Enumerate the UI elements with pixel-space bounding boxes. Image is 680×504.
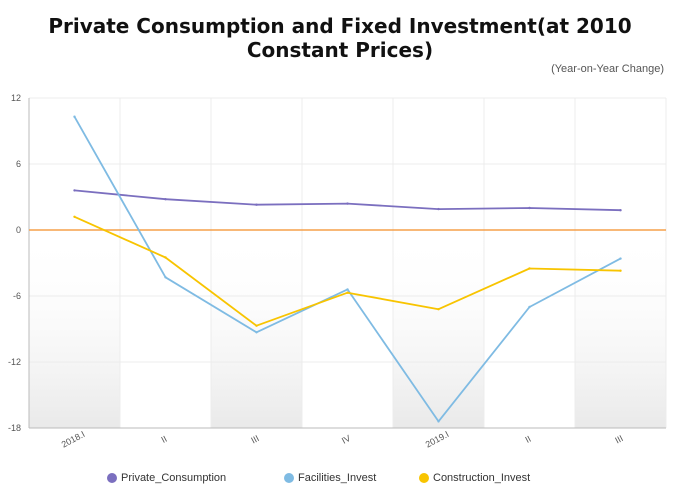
y-tick-label: -6	[13, 291, 21, 301]
y-tick-label: 6	[16, 159, 21, 169]
x-tick-label: 2018.I	[60, 429, 87, 450]
data-point	[73, 189, 76, 192]
legend-marker-icon	[284, 473, 294, 483]
shaded-band	[29, 230, 120, 428]
legend-marker-icon	[107, 473, 117, 483]
legend-item-construction-invest[interactable]: Construction_Invest	[419, 472, 530, 484]
x-tick-label: III	[613, 433, 624, 445]
legend-marker-icon	[419, 473, 429, 483]
legend: Private_Consumption Facilities_Invest Co…	[0, 472, 680, 488]
y-tick-label: -12	[8, 357, 21, 367]
y-tick-label: 12	[11, 93, 21, 103]
data-point	[164, 276, 167, 279]
data-point	[346, 291, 349, 294]
data-point	[164, 198, 167, 201]
data-point	[164, 256, 167, 259]
shaded-band	[211, 230, 302, 428]
legend-label: Construction_Invest	[433, 472, 531, 484]
series-line-construction-invest	[74, 215, 621, 327]
y-tick-label: -18	[8, 423, 21, 433]
data-point	[346, 202, 349, 205]
data-point	[619, 257, 622, 260]
data-point	[255, 324, 258, 327]
data-point	[437, 207, 440, 211]
data-point	[619, 269, 622, 272]
data-point	[437, 308, 440, 311]
shaded-band	[575, 230, 666, 428]
x-tick-label: 2019.I	[424, 429, 451, 450]
data-point	[437, 420, 440, 423]
x-tick-label: III	[249, 433, 260, 445]
series-line-private-consumption	[74, 189, 621, 212]
legend-item-private-consumption[interactable]: Private_Consumption	[107, 472, 226, 484]
data-point	[73, 215, 76, 218]
legend-item-facilities-invest[interactable]: Facilities_Invest	[284, 472, 376, 484]
data-point	[619, 209, 622, 212]
legend-label: Private_Consumption	[121, 472, 227, 484]
data-point	[346, 288, 349, 291]
shaded-band	[393, 230, 484, 428]
data-point	[255, 331, 258, 334]
data-point	[528, 206, 531, 210]
data-point	[528, 305, 531, 309]
chart-title: Private Consumption and Fixed Investment…	[48, 14, 632, 62]
x-tick-label: IV	[340, 433, 352, 446]
y-tick-label: 0	[16, 225, 21, 235]
unit-note: (Year-on-Year Change)	[551, 63, 664, 75]
data-point	[73, 115, 76, 118]
data-point	[528, 267, 531, 270]
legend-label: Facilities_Invest	[298, 472, 377, 484]
x-tick-label: II	[524, 434, 533, 445]
data-point	[255, 203, 258, 206]
x-tick-label: II	[160, 434, 169, 445]
